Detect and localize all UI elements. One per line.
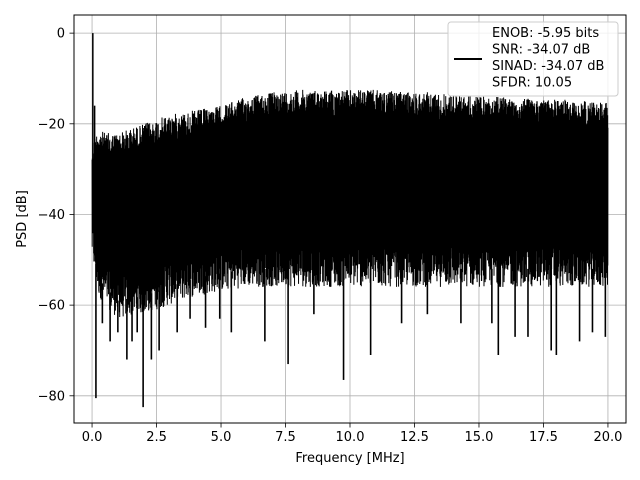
x-tick-label: 20.0 bbox=[593, 430, 622, 445]
legend-sfdr: SFDR: 10.05 bbox=[492, 76, 572, 91]
x-tick-label: 12.5 bbox=[400, 430, 429, 445]
data-layer bbox=[91, 33, 609, 408]
x-tick-label: 2.5 bbox=[146, 430, 167, 445]
legend-snr: SNR: -34.07 dB bbox=[492, 43, 590, 58]
y-axis-label: PSD [dB] bbox=[15, 190, 30, 248]
legend-enob: ENOB: -5.95 bits bbox=[492, 26, 599, 41]
x-tick-label: 17.5 bbox=[529, 430, 558, 445]
y-tick-label: −60 bbox=[38, 299, 65, 314]
y-tick-label: −20 bbox=[38, 117, 65, 132]
y-tick-label: −80 bbox=[38, 389, 65, 404]
tick-layer: 0.0 2.5 5.0 7.5 10.0 12.5 15.0 17.5 20.0 0 −20 −40 −… bbox=[38, 27, 623, 445]
y-tick-label: −40 bbox=[38, 208, 65, 223]
x-tick-label: 10.0 bbox=[336, 430, 365, 445]
x-tick-label: 7.5 bbox=[275, 430, 296, 445]
x-axis-label: Frequency [MHz] bbox=[295, 451, 404, 466]
x-tick-label: 15.0 bbox=[464, 430, 493, 445]
legend-sinad: SINAD: -34.07 dB bbox=[492, 59, 604, 74]
y-tick-label: 0 bbox=[57, 27, 65, 42]
legend-box bbox=[447, 21, 619, 97]
x-tick-label: 5.0 bbox=[211, 430, 232, 445]
legend: ENOB: -5.95 bits SNR: -34.07 dB SINAD: -… bbox=[447, 21, 619, 97]
x-tick-label: 0.0 bbox=[82, 430, 103, 445]
psd-trace bbox=[91, 89, 609, 318]
